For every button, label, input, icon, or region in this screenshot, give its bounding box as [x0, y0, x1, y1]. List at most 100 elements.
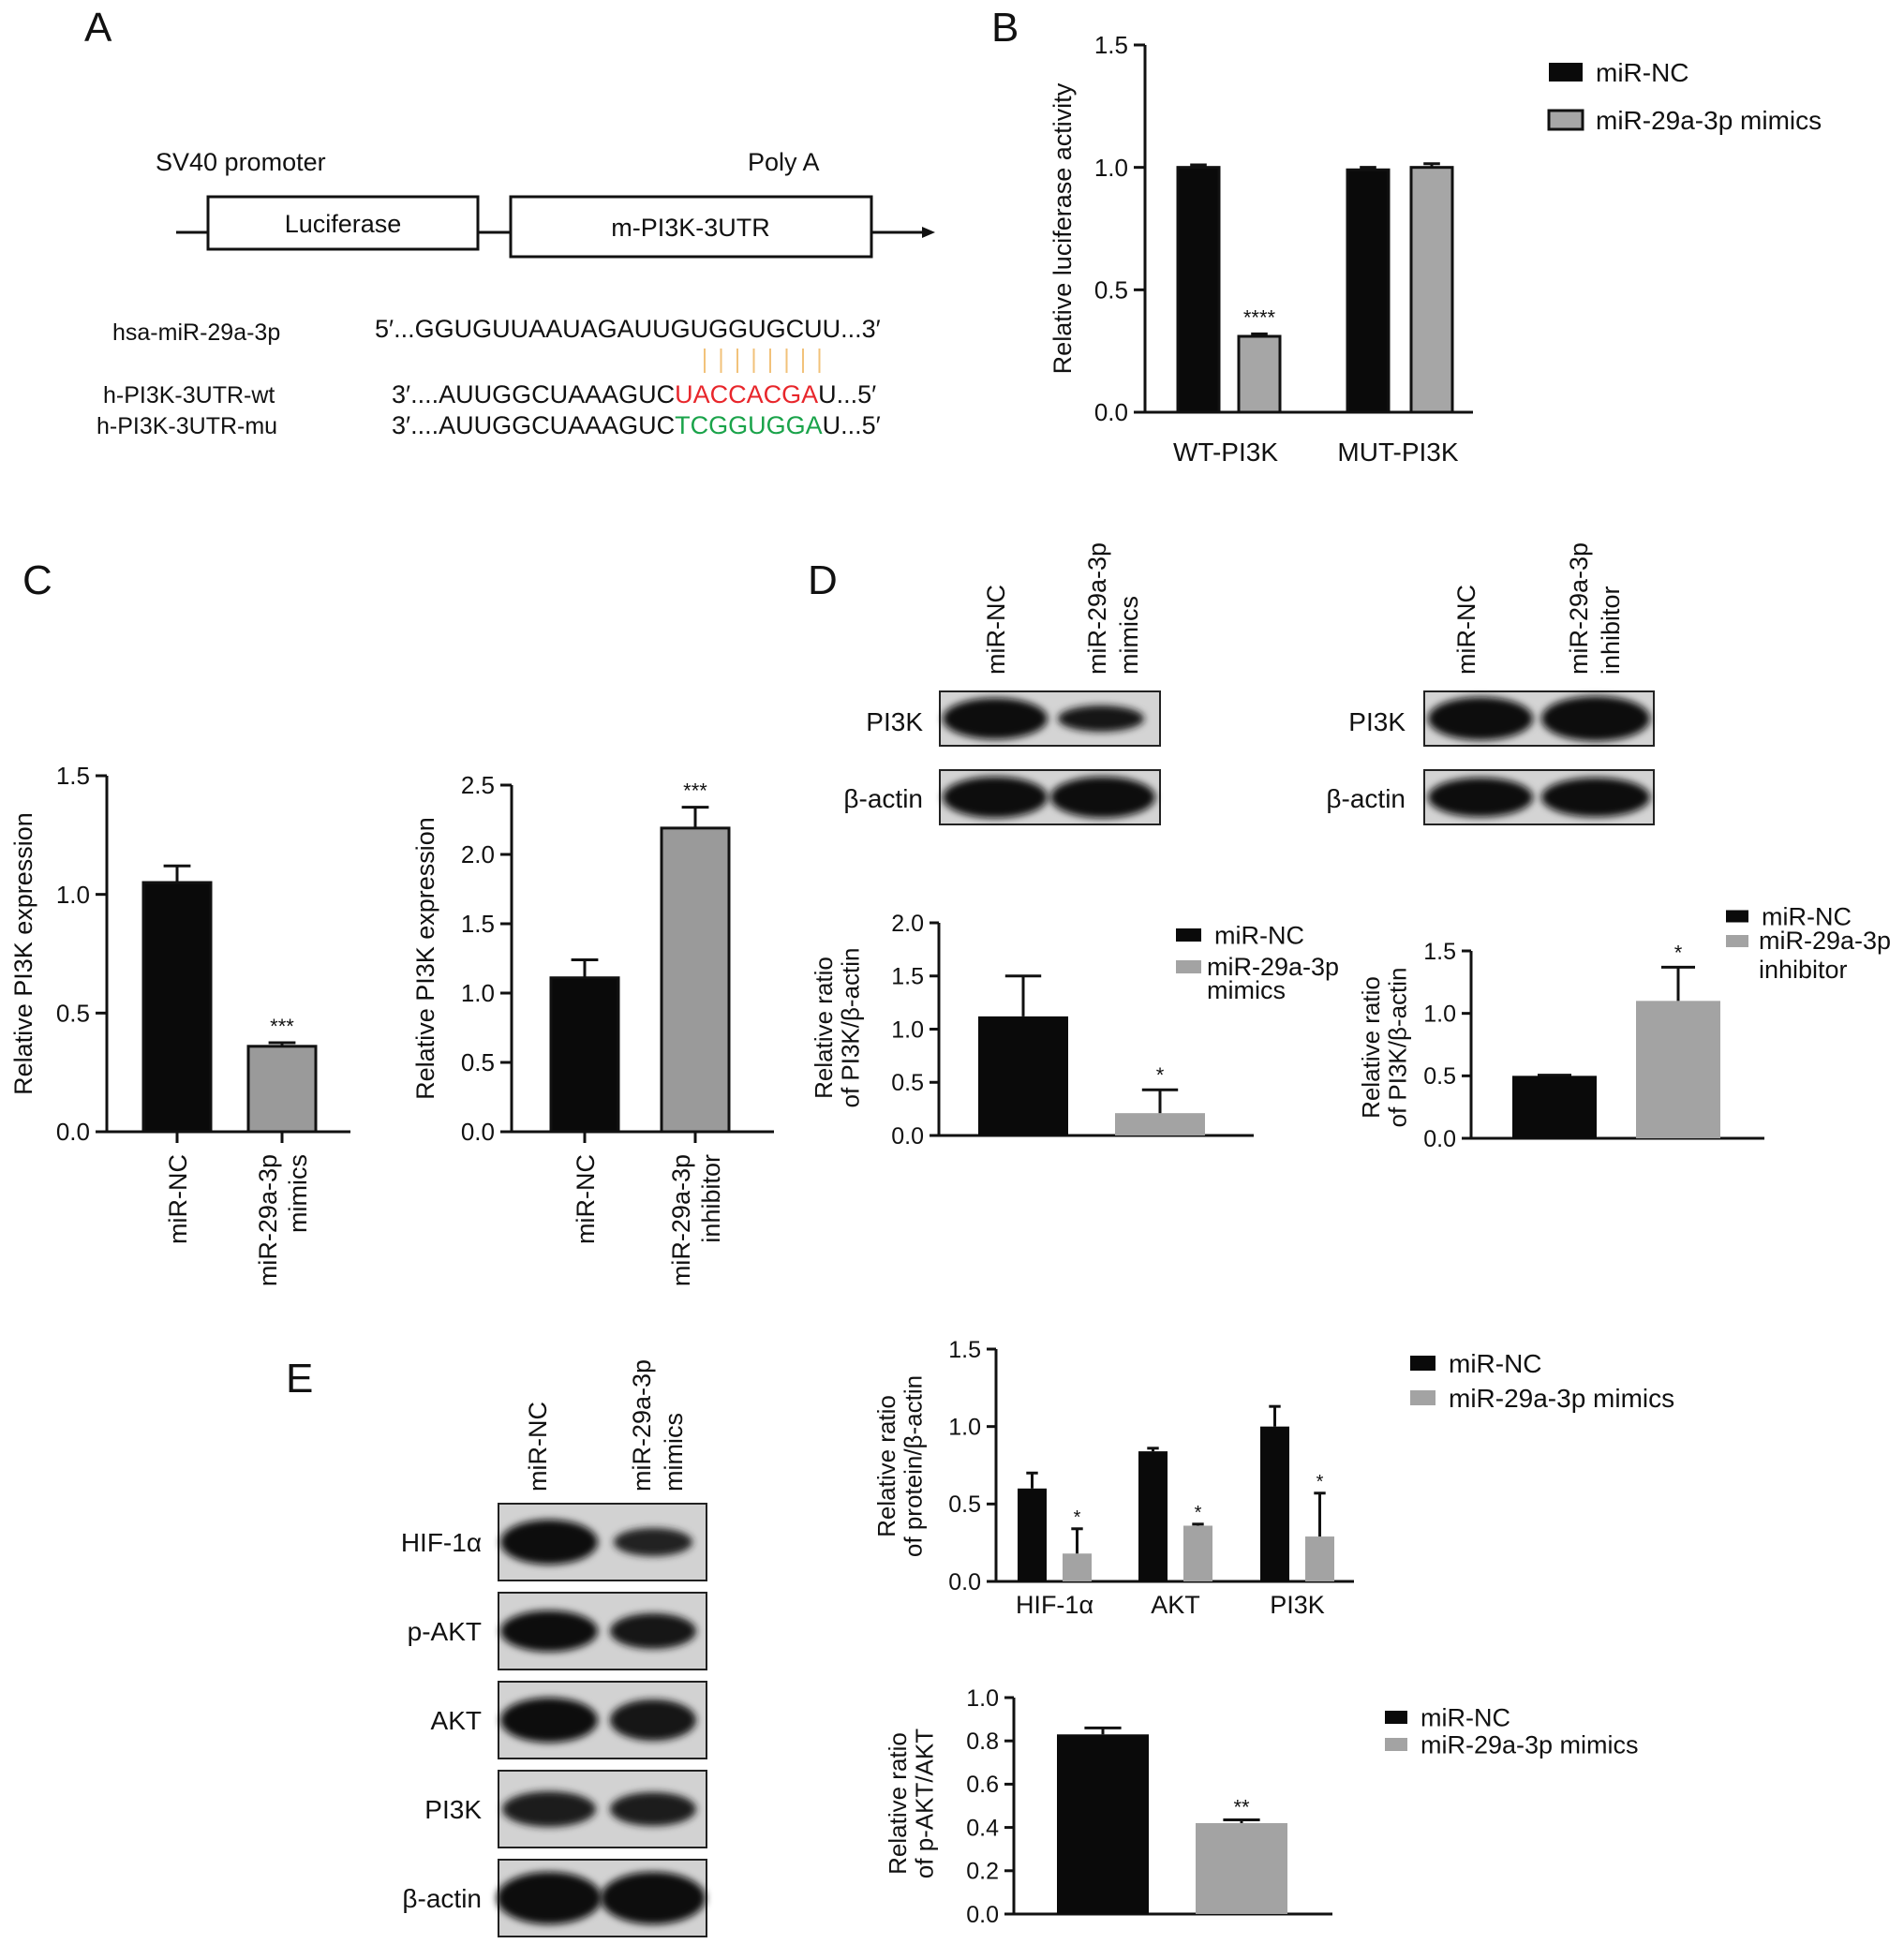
blot2-lane-label-3: inhibitor [1597, 586, 1625, 675]
chart-b-y-tick-label: 1.0 [1094, 154, 1128, 182]
chart-e1-x-tick-label: PI3K [1270, 1591, 1325, 1619]
blot2-actin-band-nc [1428, 778, 1533, 817]
chart-c1-x-tick-label-2: mimics [284, 1154, 312, 1233]
chart-d2-y-tick-label: 1.0 [1423, 1001, 1456, 1027]
chart-c2-x-tick-label-2: inhibitor [697, 1154, 725, 1243]
panel-e-blots: E miR-NC miR-29a-3p mimics HIF-1α p-AKT AK… [286, 1356, 707, 1937]
chart-d2-significance: * [1674, 941, 1683, 964]
e-blot-actin-band-mimics [601, 1872, 706, 1924]
chart-b: 0.0 0.5 1.0 1.5 Relative luciferase activity… [1049, 31, 1822, 467]
chart-e1-y-axis-label-line2: of protein/β-actin [900, 1375, 928, 1557]
chart-c2-x-tick-label: miR-NC [572, 1154, 600, 1244]
e-blot-pi3k-band-mimics [610, 1792, 696, 1826]
chart-d1-y-tick-label: 0.0 [891, 1123, 924, 1150]
e-blot-p-akt-band-nc [500, 1610, 598, 1652]
chart-e1-bar [1305, 1536, 1334, 1581]
chart-c1-y-axis-label: Relative PI3K expression [9, 812, 37, 1095]
chart-e2-bar [1057, 1734, 1149, 1914]
chart-c1-y-tick-label: 1.5 [56, 762, 90, 790]
chart-d1-bar [978, 1016, 1068, 1135]
luciferase-label: Luciferase [285, 210, 402, 238]
chart-b-legend-label: miR-29a-3p mimics [1596, 106, 1822, 135]
mu-seq-suffix: U...5′ [823, 411, 881, 439]
chart-e2-y-tick-label: 0.8 [966, 1729, 999, 1755]
chart-e1-bar [1183, 1525, 1212, 1581]
chart-c2-y-tick-label: 0.0 [461, 1118, 495, 1146]
blot2-pi3k-band-nc [1428, 697, 1533, 740]
e-blot-p-akt-band-mimics [610, 1613, 696, 1649]
blot2-actin-band-inhibitor [1541, 778, 1650, 817]
chart-c1-bar [246, 1045, 318, 1134]
chart-d2-y-tick-label: 0.5 [1423, 1063, 1456, 1090]
e-blot-lane-label-1: miR-NC [524, 1402, 552, 1491]
chart-d2-y-axis-label-line2: of PI3K/β-actin [1384, 967, 1412, 1127]
chart-d1-y-axis-label-line2: of PI3K/β-actin [837, 947, 865, 1107]
luciferase-box [206, 195, 480, 251]
mir-sequence: 5′...GGUGUUAAUAGAUUGUGGUGCUU...3′ [375, 315, 881, 343]
panel-letter-c: C [22, 557, 52, 603]
chart-c2-x-tick-label: miR-29a-3p [667, 1154, 695, 1286]
e-blot-row-label-actin: β-actin [402, 1884, 482, 1913]
chart-e1-y-tick-label: 1.0 [948, 1414, 981, 1440]
e-blot-row-label-p-akt: p-AKT [408, 1617, 482, 1646]
chart-e1-legend-label: miR-29a-3p mimics [1449, 1384, 1674, 1413]
chart-d2-legend-swatch [1726, 910, 1748, 923]
chart-d2-legend-swatch [1726, 935, 1748, 947]
chart-b-x-tick-label: WT-PI3K [1173, 438, 1278, 467]
chart-e1-x-tick-label: AKT [1151, 1591, 1200, 1619]
chart-e1-y-tick-label: 0.5 [948, 1491, 981, 1518]
chart-b-bar [1237, 334, 1282, 414]
chart-c1: 0.0 0.5 1.0 1.5 Relative PI3K expression miR-… [9, 762, 350, 1286]
chart-d2-y-tick-label: 0.0 [1423, 1126, 1456, 1152]
blot1-actin-band-mimics [1050, 777, 1155, 818]
blot1-lane-label-3: mimics [1115, 596, 1143, 675]
chart-b-y-tick-label: 0.5 [1094, 275, 1128, 304]
chart-d2-y-tick-label: 1.5 [1423, 939, 1456, 965]
blot2-pi3k-band-inhibitor [1541, 696, 1650, 741]
chart-d2-legend-label: miR-NC [1762, 902, 1852, 930]
chart-e1-x-tick-label: HIF-1α [1016, 1591, 1093, 1619]
chart-e2-significance: ** [1233, 1796, 1250, 1819]
panel-letter-e: E [286, 1356, 313, 1402]
utr-box [509, 195, 873, 259]
blot2-lane-label-1: miR-NC [1452, 585, 1480, 675]
blot1-lane-label-1: miR-NC [982, 585, 1010, 675]
chart-e2-y-tick-label: 1.0 [966, 1685, 999, 1712]
chart-d1-legend-swatch [1176, 960, 1201, 973]
chart-d1-legend-label: miR-29a-3p [1207, 953, 1339, 981]
panel-letter-b: B [991, 5, 1019, 51]
chart-c1-y-tick-label: 0.0 [56, 1118, 90, 1146]
chart-e2-y-tick-label: 0.0 [966, 1902, 999, 1928]
e-blot-rows: HIF-1α p-AKT AKT PI3K β-actin [401, 1503, 707, 1937]
chart-c1-y-tick-label: 1.0 [56, 881, 90, 909]
chart-e2-y-tick-label: 0.4 [966, 1815, 999, 1841]
chart-b-legend-swatch [1549, 63, 1583, 82]
blot2-row-label-actin: β-actin [1326, 784, 1406, 813]
chart-c1-x-tick-label: miR-NC [164, 1154, 192, 1244]
chart-c1-y-tick-label: 0.5 [56, 999, 90, 1027]
chart-d1-bar [1115, 1113, 1205, 1135]
chart-d2-legend-label: miR-29a-3p [1759, 927, 1891, 955]
e-blot-hif1a-band-nc [500, 1520, 598, 1565]
panel-letter-a: A [84, 5, 112, 51]
chart-e1-bar [1138, 1451, 1168, 1581]
chart-b-bar [1346, 168, 1391, 414]
chart-b-bar [1176, 166, 1221, 414]
seq-name-mu: h-PI3K-3UTR-mu [97, 413, 277, 439]
polya-label: Poly A [748, 148, 820, 176]
seq-name-wt: h-PI3K-3UTR-wt [103, 382, 275, 408]
chart-b-y-tick-label: 0.0 [1094, 398, 1128, 426]
blot1-actin-band-nc [943, 777, 1048, 818]
chart-e1-legend-swatch [1410, 1356, 1435, 1371]
blot1-lane-label-2: miR-29a-3p [1083, 542, 1111, 675]
chart-c2-y-tick-label: 1.5 [461, 910, 495, 938]
chart-d1-significance: * [1156, 1063, 1165, 1087]
e-blot-row-label-akt: AKT [431, 1706, 482, 1735]
chart-e1-y-tick-label: 0.0 [948, 1569, 981, 1595]
chart-e2-legend-label: miR-29a-3p mimics [1421, 1730, 1639, 1759]
chart-e2-y-axis-label-line1: Relative ratio [884, 1732, 912, 1875]
e-blot-actin-band-nc [497, 1872, 602, 1924]
